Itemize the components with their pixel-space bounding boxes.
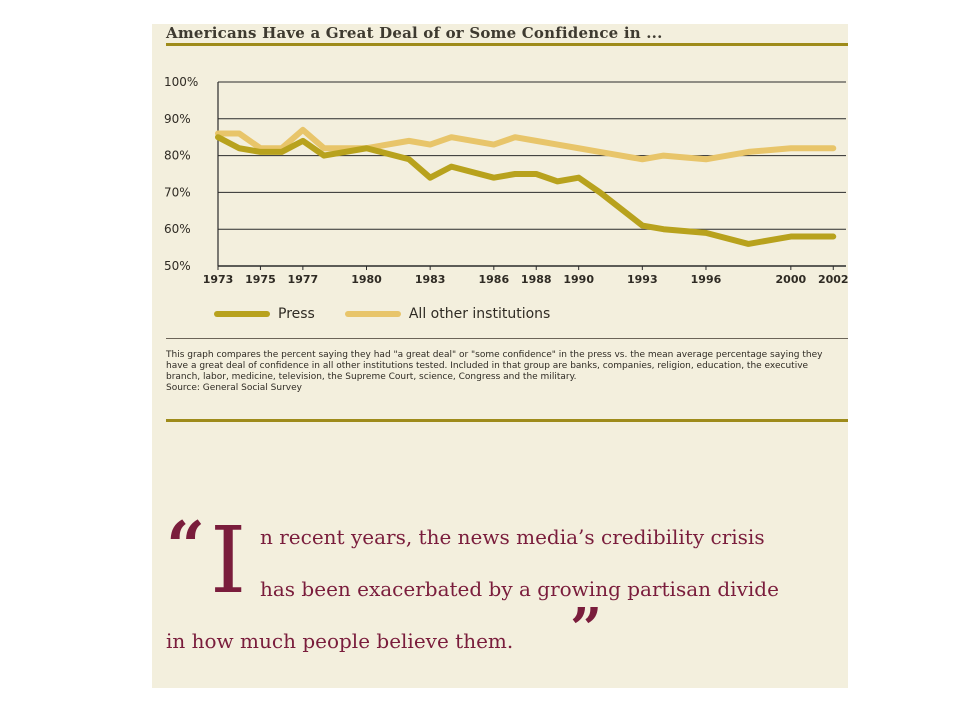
pull-quote: “ I n recent years, the news media’s cre… xyxy=(166,513,846,669)
x-tick-label: 1993 xyxy=(627,273,658,286)
legend-item-other: All other institutions xyxy=(344,306,551,322)
y-tick-label: 80% xyxy=(164,149,191,163)
x-tick-label: 1975 xyxy=(245,273,276,286)
legend-rule xyxy=(166,338,848,339)
close-quote-mark: ” xyxy=(570,596,603,662)
y-tick-label: 70% xyxy=(164,185,191,199)
y-tick-label: 90% xyxy=(164,112,191,126)
legend-swatch-other xyxy=(344,311,401,317)
x-tick-label: 1973 xyxy=(203,273,234,286)
series-line-other-institutions xyxy=(215,126,837,163)
quote-line-2: has been exacerbated by a growing partis… xyxy=(260,577,779,601)
note-text: This graph compares the percent saying t… xyxy=(166,350,823,382)
y-tick-label: 60% xyxy=(164,222,191,236)
chart-legend: Press All other institutions xyxy=(214,304,580,324)
note-rule xyxy=(166,419,848,422)
legend-label-press: Press xyxy=(278,306,315,322)
quote-line-3: in how much people believe them. xyxy=(166,629,514,653)
x-tick-label: 2000 xyxy=(776,273,807,286)
x-tick-label: 2002 xyxy=(818,273,848,286)
legend-label-other: All other institutions xyxy=(408,306,551,322)
title-rule xyxy=(166,43,848,46)
x-tick-label: 1990 xyxy=(563,273,594,286)
x-tick-label: 1986 xyxy=(478,273,509,286)
quote-line-1: n recent years, the news media’s credibi… xyxy=(260,525,765,549)
x-tick-label: 1996 xyxy=(691,273,722,286)
legend-item-press: Press xyxy=(214,306,315,322)
chart-note: This graph compares the percent saying t… xyxy=(166,350,836,394)
quote-drop-cap: I xyxy=(210,507,247,614)
x-tick-label: 1980 xyxy=(351,273,382,286)
infographic-panel: Americans Have a Great Deal of or Some C… xyxy=(152,24,848,688)
note-source: Source: General Social Survey xyxy=(166,383,302,393)
x-tick-label: 1988 xyxy=(521,273,552,286)
line-chart: 100% 90% 80% 70% 60% 50% 1973 1975 1977 1980 1983 1… xyxy=(164,75,848,286)
x-tick-label: 1977 xyxy=(288,273,319,286)
legend-swatch-press xyxy=(214,311,270,317)
y-tick-label: 100% xyxy=(164,75,198,89)
x-tick-label: 1983 xyxy=(415,273,446,286)
open-quote-mark: “ xyxy=(166,507,206,587)
y-tick-label: 50% xyxy=(164,259,191,273)
series-line-press xyxy=(215,134,837,247)
chart-title: Americans Have a Great Deal of or Some C… xyxy=(166,24,663,42)
